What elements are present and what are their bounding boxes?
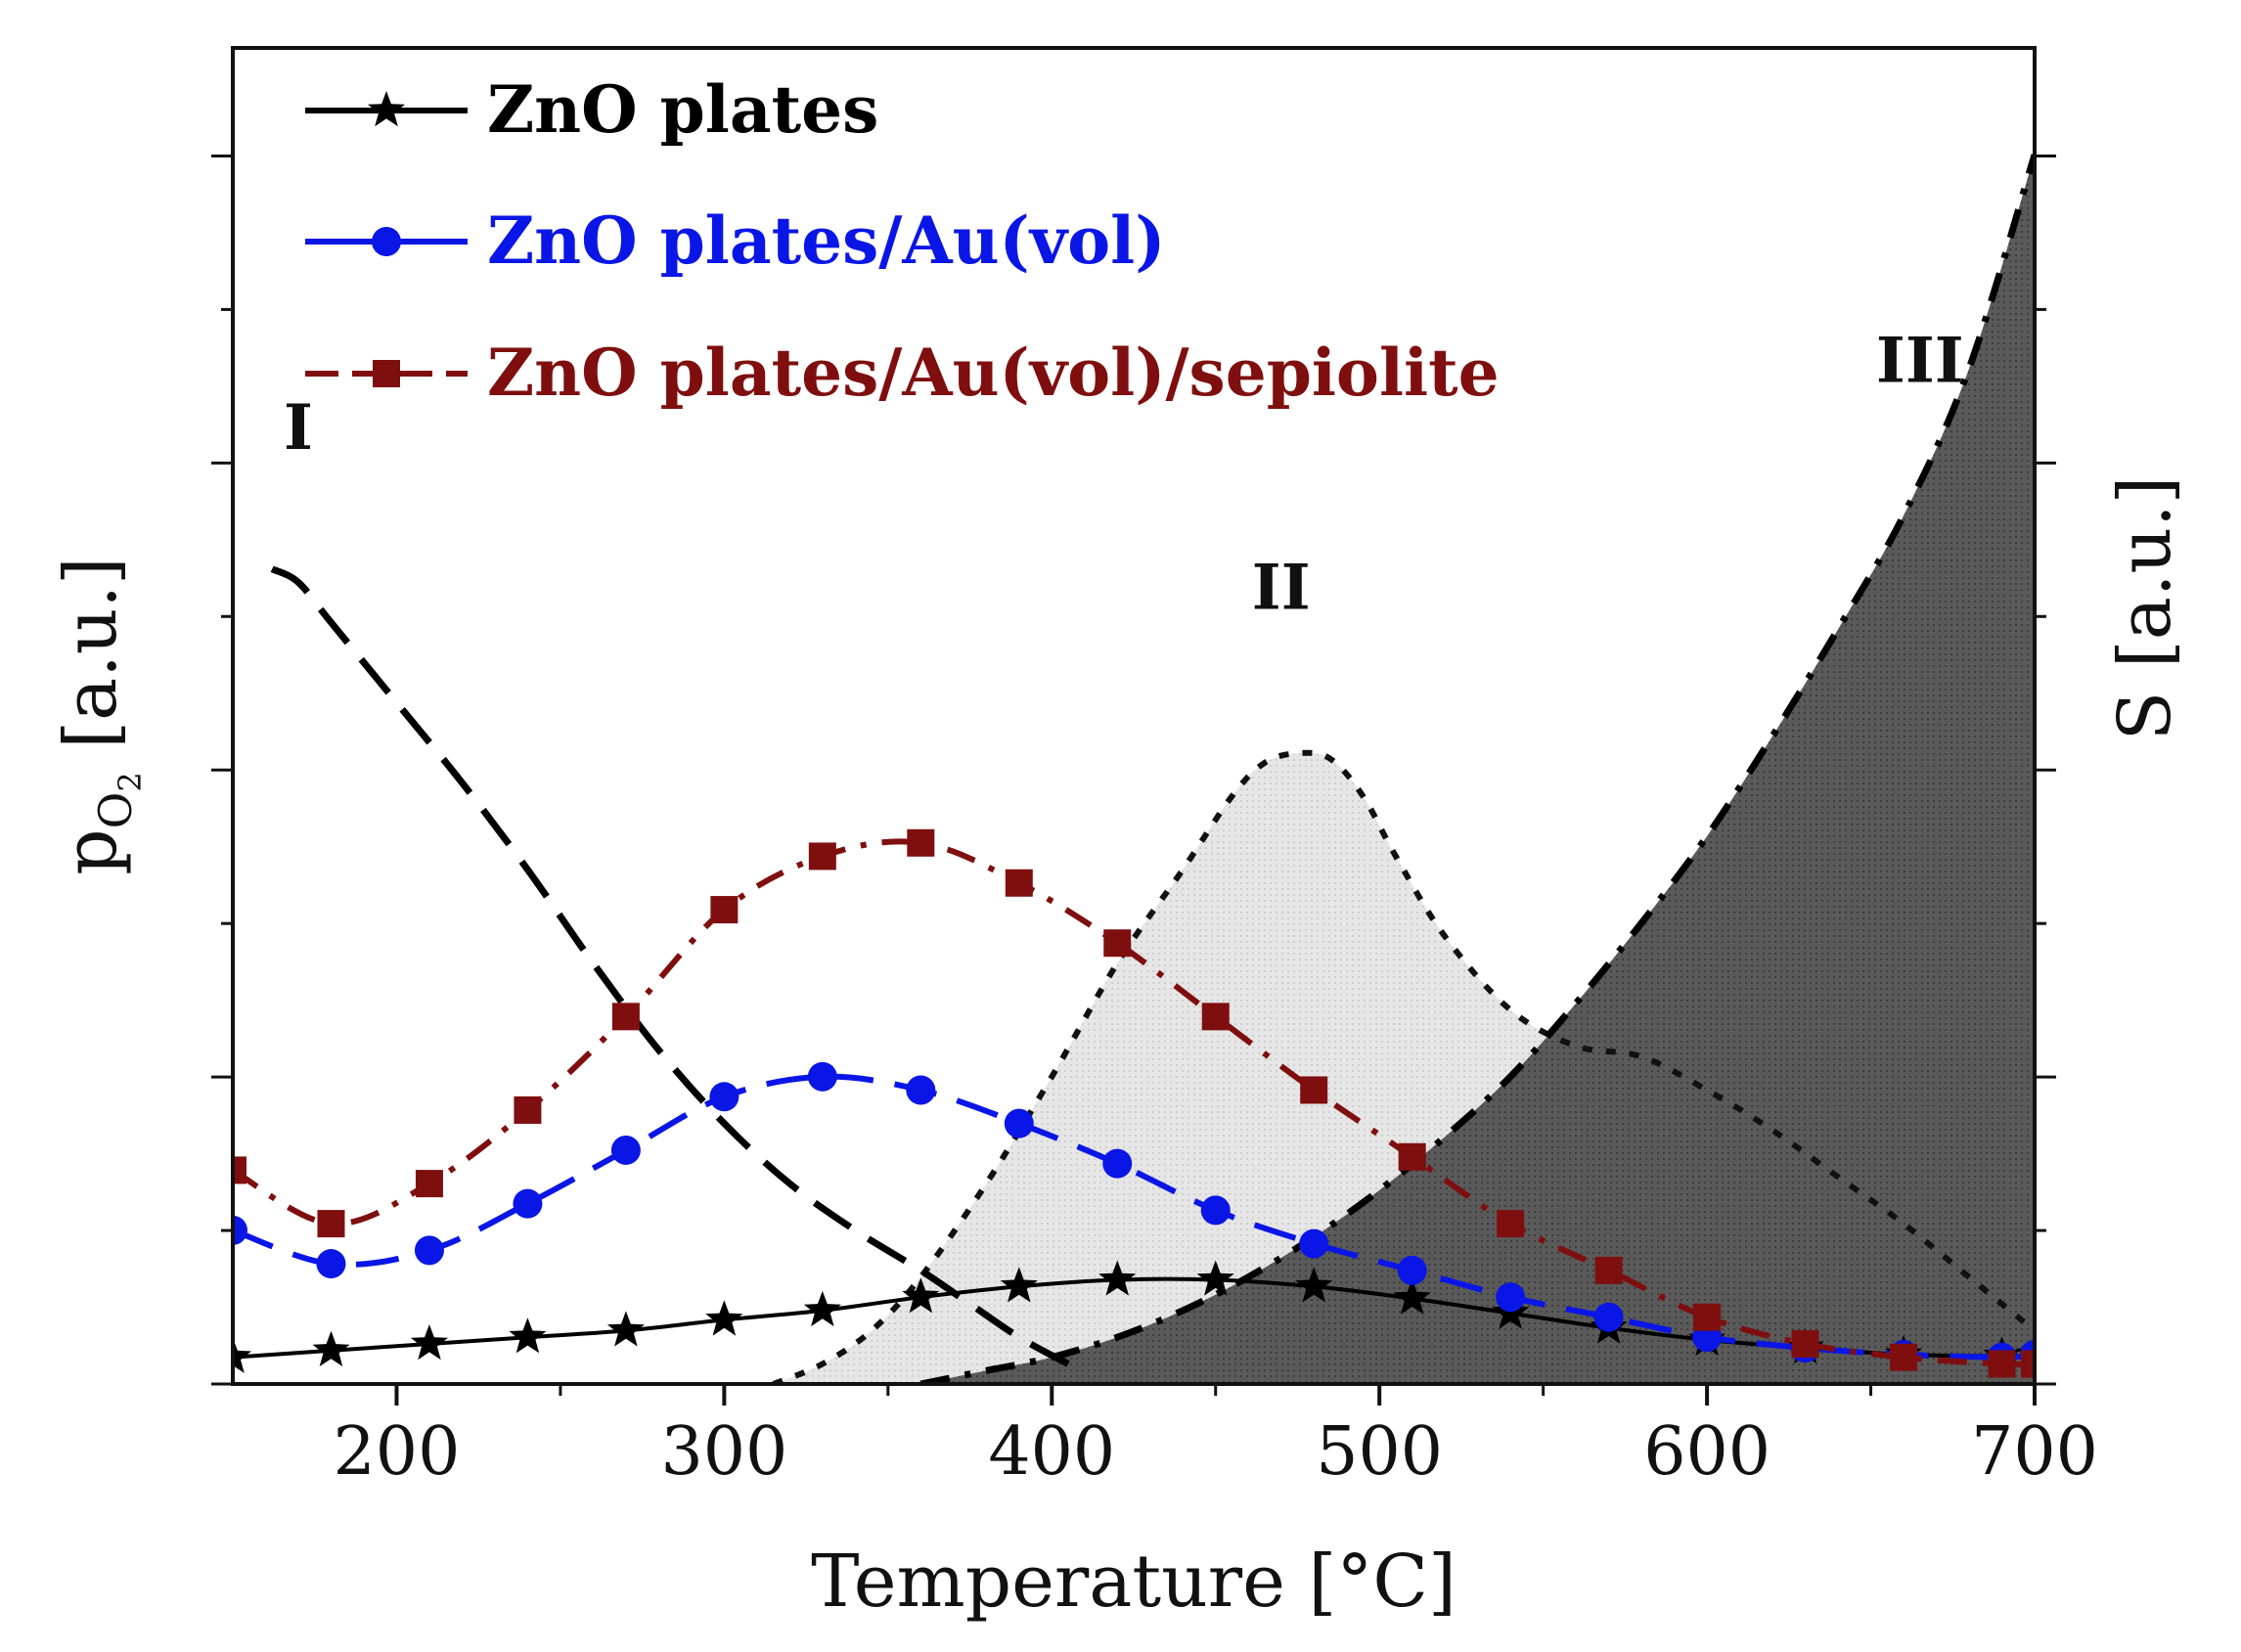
series-3-point-12 [1398,1142,1426,1171]
series-2-point-3 [513,1188,543,1219]
series-1-point-4 [606,1311,645,1347]
region-label-i: I [284,391,313,465]
axes: 200 300 400 500 600 700 [211,46,2098,1491]
series-3-point-0 [233,1156,247,1184]
series-3-point-16 [1791,1330,1819,1359]
series-1-point-0 [233,1337,251,1373]
series-1-point-1 [312,1330,350,1366]
series-3-point-3 [514,1095,542,1124]
series-3-point-5 [710,896,739,924]
region-label-ii: II [1252,552,1311,625]
series-3-point-9 [1103,929,1132,958]
series-2-point-13 [1496,1282,1526,1313]
legend-label-1: ZnO plates [487,71,878,148]
series-2-line [233,1073,2035,1361]
y-axis-title-right: S [a.u.] [2103,476,2187,741]
series-3-point-8 [1005,869,1033,897]
x-tick-label-500: 500 [1316,1413,1443,1491]
region-label-iii: III [1876,325,1964,398]
series-3-point-11 [1300,1076,1328,1104]
series-1-point-2 [410,1324,448,1361]
series-2-point-7 [906,1075,936,1105]
series-2-point-1 [316,1249,346,1279]
series-2-point-9 [1102,1148,1133,1179]
series-3-point-4 [611,1003,640,1031]
series-2-point-8 [1004,1108,1034,1139]
series-3 [233,828,2035,1378]
legend-marker-1 [368,91,405,127]
series-2-point-0 [233,1215,247,1245]
series-1-point-5 [705,1300,743,1336]
series-3-point-18 [1988,1350,2016,1378]
series-3-point-10 [1201,1003,1230,1031]
legend-item-2: ZnO plates/Au(vol) [305,202,1165,279]
series-2-point-6 [807,1061,837,1092]
x-tick-label-200: 200 [334,1413,461,1491]
series-2-point-11 [1299,1228,1329,1259]
x-tick-label-400: 400 [988,1413,1115,1491]
legend-label-3: ZnO plates/Au(vol)/sepiolite [487,335,1500,411]
y-axis-title-left: pO2 [a.u.] [49,557,149,875]
series-1-point-9 [1098,1260,1137,1296]
legend-item-1: ZnO plates [305,71,878,148]
series-3-point-1 [317,1210,345,1238]
series-2-point-5 [709,1082,740,1112]
plot-area [233,154,2035,1384]
series-1-point-6 [803,1290,841,1327]
series-2-point-14 [1593,1302,1624,1332]
series-3-point-15 [1693,1303,1722,1331]
legend-marker-2 [372,227,401,256]
series-3-point-7 [907,828,935,857]
x-tick-label-700: 700 [1971,1413,2098,1491]
region-iii-outline [919,154,2035,1384]
legend-label-2: ZnO plates/Au(vol) [487,202,1165,279]
series-3-point-13 [1497,1210,1525,1238]
series-3-point-14 [1594,1256,1623,1284]
region-ii-outline [772,749,2035,1384]
x-tick-label-600: 600 [1643,1413,1770,1491]
series-3-point-17 [1890,1343,1918,1371]
x-axis-title: Temperature [°C] [811,1540,1457,1624]
region-iii-fill [920,155,2035,1384]
x-tick-label-300: 300 [660,1413,787,1491]
series-1-point-3 [509,1317,547,1354]
series-1-point-11 [1295,1267,1333,1303]
series-1-point-10 [1196,1260,1234,1296]
y-axis-title-left-unit: [a.u.] [49,557,133,772]
series-2-point-12 [1397,1255,1427,1285]
y-axis-title-left-subsub: 2 [112,772,149,791]
series-1-point-12 [1393,1278,1431,1315]
legend-item-3: ZnO plates/Au(vol)/sepiolite [305,335,1500,411]
series-2-point-4 [610,1135,641,1165]
series-3-point-2 [415,1170,443,1198]
series-3-point-19 [2021,1350,2035,1378]
plot-frame [231,46,2037,1386]
legend-marker-3 [373,360,400,387]
region-i-curve [270,565,1070,1367]
series-2-point-2 [414,1235,444,1266]
series-1-point-8 [1000,1267,1038,1303]
y-axis-title-left-main: p [49,828,133,874]
series-1-point-7 [902,1277,940,1314]
series-3-point-6 [808,842,836,871]
y-axis-title-left-sub: O [89,792,142,829]
legend: ZnO plates ZnO plates/Au(vol) ZnO plates/A… [305,71,1500,411]
series-2-point-10 [1200,1195,1231,1226]
